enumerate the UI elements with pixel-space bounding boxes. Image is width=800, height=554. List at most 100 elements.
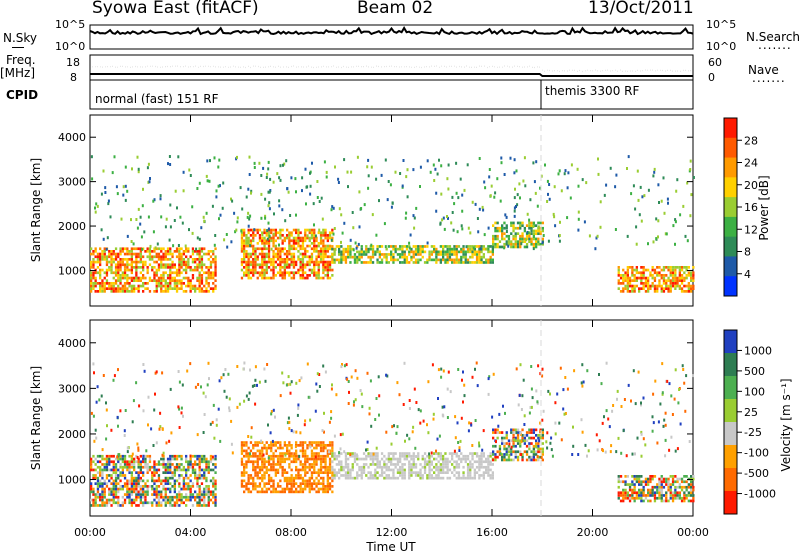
heatmap-cell [319,242,323,245]
heatmap-cell [348,390,350,394]
heatmap-cell [99,471,102,474]
heatmap-cell [103,255,106,259]
heatmap-cell [396,425,399,429]
heatmap-cell [240,234,244,237]
heatmap-cell [290,490,293,494]
heatmap-cell [126,260,129,264]
heatmap-cell [209,266,213,269]
heatmap-cell [489,454,492,458]
heatmap-cell [261,247,264,251]
heatmap-cell [330,416,333,420]
heatmap-cell [353,261,357,264]
heatmap-cell [252,463,255,466]
heatmap-cell [155,260,158,264]
heatmap-cell [137,457,140,461]
heatmap-cell [187,463,190,466]
heatmap-cell [315,260,318,264]
heatmap-cell [530,455,533,459]
heatmap-cell [137,490,140,494]
heatmap-cell [286,476,289,480]
heatmap-cell [328,450,331,454]
heatmap-cell [651,475,654,478]
heatmap-cell [410,258,413,262]
heatmap-cell [263,228,266,232]
heatmap-cell [166,460,170,464]
heatmap-cell [175,504,179,507]
heatmap-cell [254,485,257,488]
heatmap-cell [376,245,379,248]
heatmap-cell [121,487,124,491]
heatmap-cell [683,494,686,497]
heatmap-cell [633,499,636,503]
heatmap-cell [278,243,280,247]
beam-title: Beam 02 [357,0,434,18]
heatmap-cell [480,460,483,464]
heatmap-cell [324,260,327,264]
heatmap-cell [546,179,549,183]
heatmap-cell [485,247,488,251]
heatmap-cell [144,501,147,505]
heatmap-cell [376,258,379,262]
heatmap-cell [335,258,338,262]
heatmap-cell [318,228,321,232]
heatmap-cell [338,261,341,264]
heatmap-cell [288,490,291,494]
heatmap-cell [245,454,248,458]
heatmap-cell [489,261,492,264]
heatmap-cell [331,274,334,277]
heatmap-cell [462,247,465,251]
heatmap-cell [401,474,404,477]
heatmap-cell [617,266,620,269]
heatmap-cell [306,454,309,458]
heatmap-cell [203,454,206,458]
heatmap-cell [279,255,282,259]
heatmap-cell [256,490,259,494]
heatmap-cell [169,266,172,269]
heatmap-cell [367,261,370,264]
heatmap-cell [194,260,197,264]
heatmap-cell [110,504,113,507]
heatmap-cell [653,494,657,497]
heatmap-cell [599,225,602,229]
heatmap-cell [685,496,688,500]
heatmap-cell [412,465,415,469]
heatmap-cell [367,186,370,190]
heatmap-cell [492,458,495,462]
heatmap-cell [622,499,625,503]
heatmap-cell [301,236,305,240]
heatmap-cell [207,460,210,464]
heatmap-cell [196,268,199,272]
heatmap-cell [532,450,535,454]
heatmap-cell [222,181,225,185]
heatmap-cell [688,440,691,443]
heatmap-cell [660,483,663,486]
heatmap-cell [203,476,206,480]
heatmap-cell [474,202,477,206]
heatmap-cell [487,465,490,469]
heatmap-cell [457,258,461,262]
heatmap-cell [166,258,170,261]
heatmap-cell [423,471,427,474]
heatmap-cell [281,474,284,477]
heatmap-cell [207,471,210,474]
heatmap-cell [514,439,517,443]
heatmap-cell [319,247,323,251]
heatmap-cell [322,465,325,469]
heatmap-cell [256,460,259,464]
heatmap-cell [119,274,122,277]
heatmap-cell [344,454,348,458]
heatmap-cell [130,501,133,505]
heatmap-cell [431,363,434,367]
heatmap-cell [513,214,516,218]
heatmap-cell [658,496,661,500]
heatmap-cell [392,253,395,256]
heatmap-cell [459,177,462,181]
heatmap-cell [166,263,170,267]
heatmap-cell [333,471,336,474]
heatmap-cell [378,474,381,477]
station-title: Syowa East (fitACF) [92,0,259,18]
heatmap-cell [92,282,95,285]
heatmap-cell [92,493,95,496]
heatmap-cell [247,263,250,267]
heatmap-cell [670,394,673,398]
